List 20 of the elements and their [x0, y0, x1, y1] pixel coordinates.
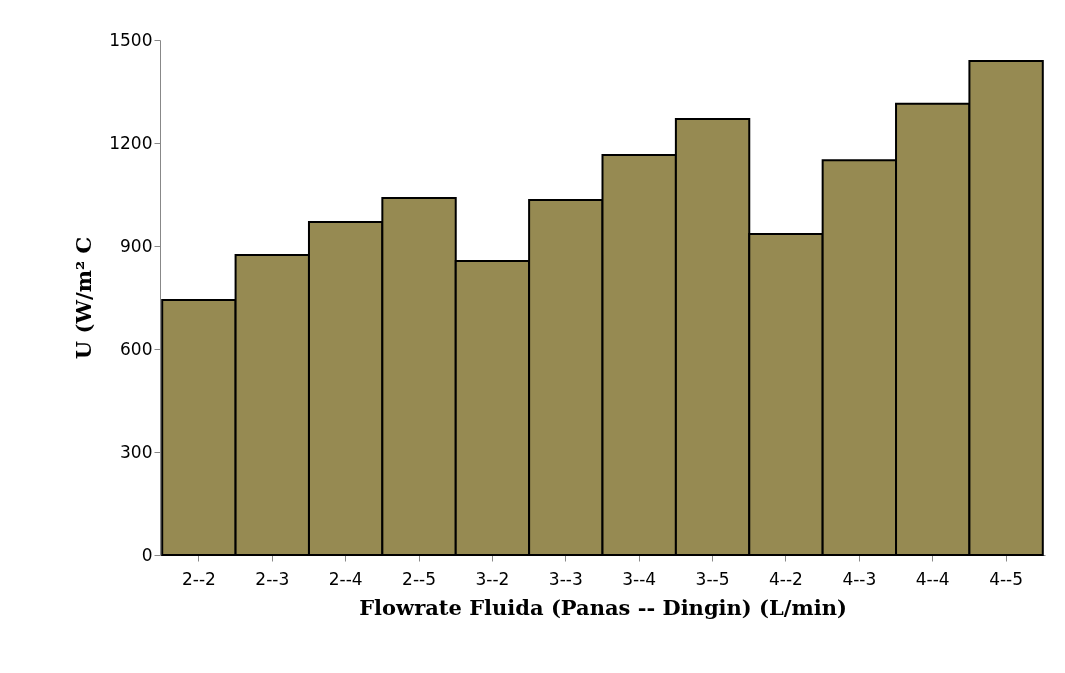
x-tick-label: 4--5	[989, 568, 1024, 589]
y-axis-title: U (W/m² C	[71, 236, 97, 360]
x-tick-label: 3--3	[548, 568, 583, 589]
x-tick-label: 2--3	[255, 568, 290, 589]
x-tick-label: 2--2	[181, 568, 216, 589]
x-tick-label: 4--4	[915, 568, 950, 589]
x-axis-title: Flowrate Fluida (Panas -- Dingin) (L/min)	[359, 594, 847, 620]
x-tick-label: 2--5	[402, 568, 436, 589]
x-tick-label: 2--4	[328, 568, 363, 589]
x-tick-label: 3--4	[622, 568, 657, 589]
y-tick-label: 600	[120, 338, 153, 359]
y-tick-label: 1500	[109, 29, 153, 50]
x-tick-label: 3--2	[475, 568, 510, 589]
y-tick-label: 1200	[109, 132, 153, 153]
x-tick-label: 4--3	[842, 568, 877, 589]
y-tick-label: 300	[120, 441, 153, 462]
x-tick-label: 3--5	[695, 568, 730, 589]
y-tick-label: 0	[141, 544, 153, 565]
y-tick-label: 900	[120, 235, 153, 256]
x-tick-label: 4--2	[769, 568, 803, 589]
